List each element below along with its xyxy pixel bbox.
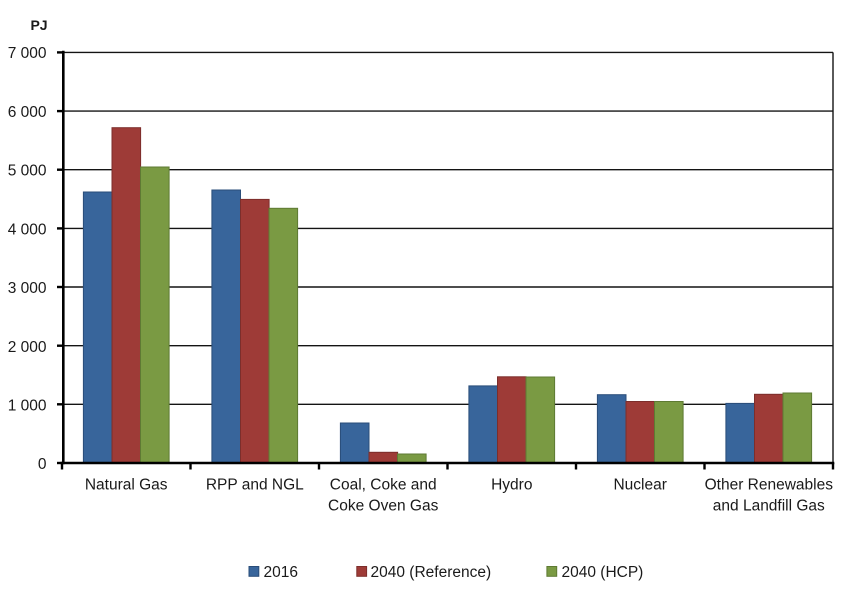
svg-text:Hydro: Hydro — [491, 477, 532, 494]
svg-text:Nuclear: Nuclear — [613, 477, 666, 494]
svg-text:RPP and NGL: RPP and NGL — [206, 477, 304, 494]
svg-text:PJ: PJ — [30, 17, 47, 33]
svg-text:7 000: 7 000 — [8, 45, 47, 62]
svg-text:3 000: 3 000 — [8, 280, 47, 297]
svg-text:Coke Oven Gas: Coke Oven Gas — [328, 498, 439, 515]
svg-text:Coal, Coke and: Coal, Coke and — [330, 477, 437, 494]
svg-text:5 000: 5 000 — [8, 163, 47, 180]
svg-text:2016: 2016 — [264, 564, 298, 581]
svg-text:2040 (Reference): 2040 (Reference) — [371, 564, 492, 581]
svg-text:0: 0 — [38, 456, 47, 473]
svg-text:6 000: 6 000 — [8, 104, 47, 121]
svg-text:2 000: 2 000 — [8, 339, 47, 356]
svg-text:2040 (HCP): 2040 (HCP) — [562, 564, 644, 581]
svg-text:4 000: 4 000 — [8, 221, 47, 238]
svg-text:1 000: 1 000 — [8, 398, 47, 415]
svg-text:Other Renewables: Other Renewables — [705, 477, 834, 494]
svg-text:and Landfill Gas: and Landfill Gas — [713, 498, 825, 515]
svg-text:Natural Gas: Natural Gas — [85, 477, 168, 494]
